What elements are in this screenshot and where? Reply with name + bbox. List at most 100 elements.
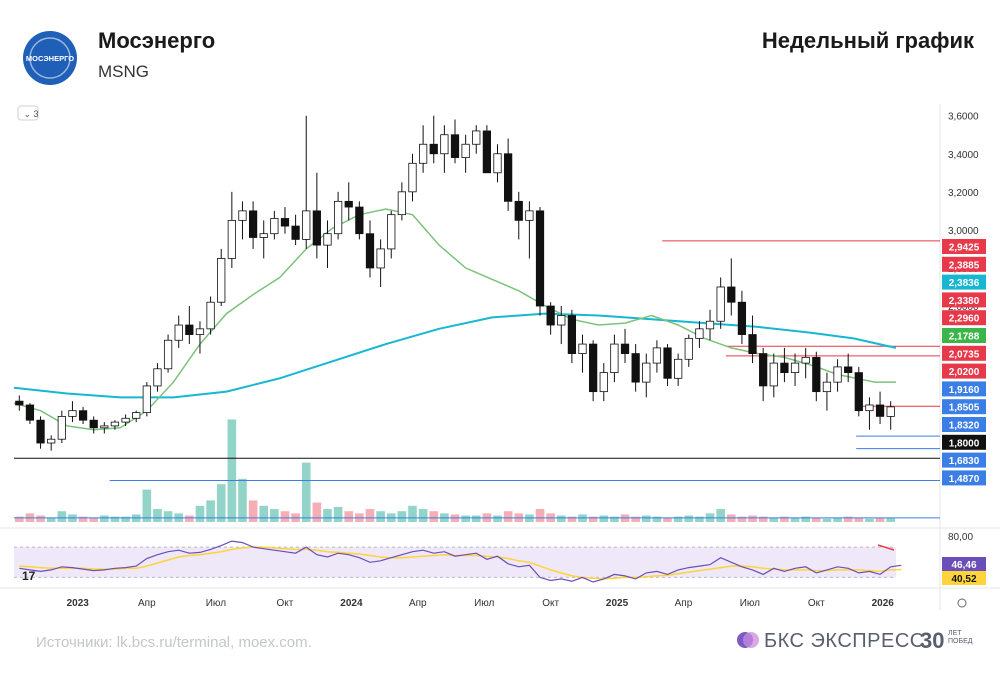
candle-body bbox=[387, 214, 396, 250]
volume-bar bbox=[46, 517, 56, 522]
volume-bar bbox=[790, 517, 800, 522]
mosenergo-logo: МОСЭНЕРГО bbox=[23, 31, 77, 85]
volume-bar bbox=[57, 511, 67, 522]
rsi-band bbox=[14, 547, 896, 578]
x-tick-label: Июл bbox=[740, 598, 760, 609]
candle-body bbox=[748, 334, 757, 354]
volume-bar bbox=[153, 509, 162, 522]
candle-body bbox=[695, 328, 704, 339]
candle-body bbox=[610, 343, 619, 374]
candle-body bbox=[546, 305, 555, 326]
candle-body bbox=[780, 362, 789, 374]
settings-gear-icon[interactable] bbox=[957, 598, 967, 608]
y-tick-label: 3,6000 bbox=[948, 112, 979, 123]
y-tick-label: 2,6000 bbox=[948, 302, 979, 313]
volume-bar bbox=[780, 516, 789, 522]
brand-caption-line1: ЛЕТ bbox=[948, 630, 962, 637]
candle-body bbox=[557, 315, 566, 326]
volume-bar bbox=[365, 509, 375, 522]
price-label-badge bbox=[942, 363, 986, 379]
price-label-badge bbox=[942, 417, 986, 432]
volume-bar bbox=[684, 515, 694, 522]
candle-body bbox=[812, 356, 821, 393]
candle-body bbox=[535, 210, 545, 307]
candle-body bbox=[333, 200, 343, 235]
price-label-badge bbox=[942, 239, 986, 254]
x-tick-label: Окт bbox=[277, 598, 294, 609]
volume-bar bbox=[36, 515, 45, 522]
candle-body bbox=[376, 248, 385, 269]
volume-bar bbox=[588, 516, 598, 522]
volume-bar bbox=[716, 509, 725, 522]
candle-body bbox=[365, 233, 375, 269]
volume-bar bbox=[418, 509, 428, 522]
candle-body bbox=[440, 134, 449, 155]
candle-body bbox=[36, 419, 45, 444]
volume-bar bbox=[567, 516, 577, 522]
candle-body bbox=[89, 419, 98, 429]
volume-bar bbox=[822, 518, 832, 522]
candle-body bbox=[419, 143, 428, 164]
candle-body bbox=[493, 153, 502, 174]
logo-text: МОСЭНЕРГО bbox=[26, 54, 74, 63]
price-label-text: 1,8000 bbox=[949, 438, 980, 449]
volume-bar bbox=[663, 517, 672, 522]
volume-bar bbox=[843, 516, 853, 522]
ma-long-line bbox=[13, 312, 897, 399]
bcs-brand: БКС ЭКСПРЕСС 30 ЛЕТ ПОБЕД bbox=[736, 626, 976, 658]
volume-bar bbox=[471, 515, 481, 522]
rsi-signal-text: 40,52 bbox=[951, 574, 976, 585]
volume-bar bbox=[556, 515, 566, 522]
brand-anniversary-caption: ЛЕТ ПОБЕД bbox=[948, 630, 972, 646]
candle-body bbox=[769, 362, 778, 387]
brand-name: БКС ЭКСПРЕСС bbox=[764, 630, 925, 652]
candle-body bbox=[408, 162, 417, 193]
volume-bar bbox=[301, 462, 311, 522]
volume-bar bbox=[163, 511, 173, 522]
candle-body bbox=[344, 200, 353, 208]
volume-bar bbox=[769, 517, 779, 522]
volume-bar bbox=[833, 517, 842, 522]
volume-bar bbox=[216, 484, 226, 522]
price-label-text: 2,3836 bbox=[949, 278, 980, 289]
price-label-text: 2,3885 bbox=[949, 260, 980, 271]
candle-body bbox=[865, 404, 874, 412]
candle-body bbox=[833, 366, 842, 383]
volume-bar bbox=[758, 516, 768, 522]
pane-collapse-button[interactable] bbox=[17, 105, 39, 121]
candle-body bbox=[68, 410, 77, 417]
candle-body bbox=[844, 366, 853, 374]
price-label-badge bbox=[942, 434, 986, 450]
brand-caption-line2: ПОБЕД bbox=[948, 638, 973, 645]
volume-bar bbox=[238, 478, 247, 522]
candle-body bbox=[790, 362, 800, 374]
candle-body bbox=[206, 301, 215, 330]
y-tick-label: 3,2000 bbox=[948, 188, 979, 199]
rsi-trend-mark bbox=[877, 544, 895, 551]
candle-body bbox=[472, 130, 481, 145]
volume-bar bbox=[748, 515, 757, 522]
volume-bar bbox=[206, 500, 215, 522]
candle-body bbox=[875, 404, 885, 417]
candle-body bbox=[642, 362, 651, 383]
candle-body bbox=[886, 406, 895, 417]
candle-body bbox=[716, 286, 725, 322]
volume-bar bbox=[854, 517, 864, 522]
price-label-badge bbox=[942, 256, 986, 272]
x-tick-label: Апр bbox=[675, 598, 693, 609]
price-label-text: 1,4870 bbox=[949, 474, 980, 485]
candle-body bbox=[652, 347, 662, 364]
volume-bar bbox=[142, 489, 152, 522]
candle-body bbox=[684, 337, 693, 360]
x-tick-label: Окт bbox=[542, 598, 559, 609]
x-tick-label: Окт bbox=[808, 598, 825, 609]
volume-bar bbox=[641, 515, 651, 522]
candle-body bbox=[504, 153, 513, 202]
sources-note: Источники: lk.bcs.ru/terminal, moex.com. bbox=[36, 634, 312, 651]
candle-body bbox=[323, 233, 332, 246]
candle-body bbox=[270, 218, 279, 235]
x-tick-label: Апр bbox=[138, 598, 156, 609]
price-label-text: 2,2960 bbox=[949, 314, 980, 325]
candle-body bbox=[312, 210, 321, 246]
